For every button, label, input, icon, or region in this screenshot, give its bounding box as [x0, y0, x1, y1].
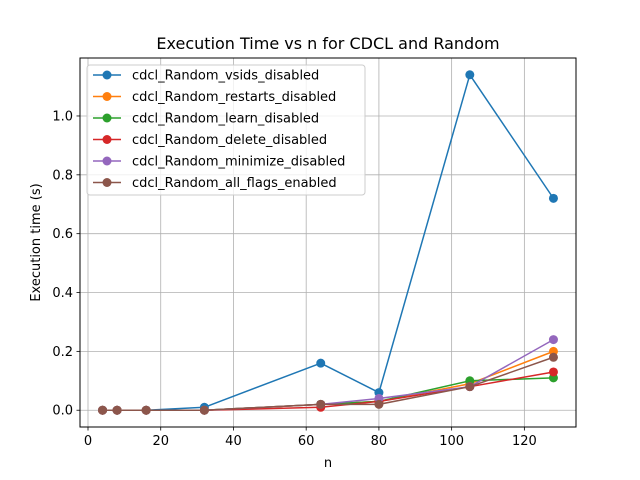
data-point	[112, 405, 122, 415]
x-tick-label: 120	[512, 434, 537, 449]
series-line	[102, 377, 554, 411]
data-point	[465, 382, 475, 392]
series-cdcl_Random_all_flags_enabled	[98, 352, 558, 415]
legend-label: cdcl_Random_all_flags_enabled	[132, 176, 337, 191]
legend-swatch-marker	[102, 113, 112, 123]
y-tick-label: 0.2	[52, 345, 73, 360]
legend-label: cdcl_Random_restarts_disabled	[132, 90, 336, 105]
x-axis: 0 20 40 60 80 100 120	[84, 427, 537, 449]
y-axis: 0.0 0.2 0.4 0.6 0.8 1.0	[52, 109, 80, 419]
legend-swatch-marker	[102, 156, 112, 166]
x-tick-label: 60	[298, 434, 315, 449]
x-tick-label: 100	[439, 434, 464, 449]
series-layer	[98, 70, 558, 415]
data-point	[199, 405, 209, 415]
data-point	[548, 352, 558, 362]
legend-swatch-marker	[102, 92, 112, 101]
data-point	[316, 358, 326, 368]
y-tick-label: 0.4	[52, 286, 73, 301]
legend-swatch-marker	[102, 70, 112, 80]
chart-title: Execution Time vs n for CDCL and Random	[156, 34, 499, 53]
legend-item: cdcl_Random_all_flags_enabled	[93, 176, 337, 191]
x-tick-label: 0	[84, 434, 92, 449]
y-tick-label: 0.8	[52, 168, 73, 183]
data-point	[141, 405, 151, 415]
data-point	[548, 335, 558, 345]
series-cdcl_Random_minimize_disabled	[98, 335, 558, 415]
data-point	[548, 193, 558, 203]
y-tick-label: 0.0	[52, 404, 73, 419]
legend-item: cdcl_Random_minimize_disabled	[93, 155, 345, 170]
legend-label: cdcl_Random_vsids_disabled	[132, 69, 319, 84]
data-point	[465, 70, 475, 80]
legend-swatch-marker	[102, 178, 112, 187]
y-tick-label: 0.6	[52, 227, 73, 242]
legend-label: cdcl_Random_minimize_disabled	[132, 155, 345, 170]
legend-item: cdcl_Random_vsids_disabled	[93, 69, 319, 84]
legend-label: cdcl_Random_delete_disabled	[132, 133, 327, 148]
y-axis-label: Execution time (s)	[29, 183, 44, 301]
legend-item: cdcl_Random_learn_disabled	[93, 112, 319, 127]
y-tick-label: 1.0	[52, 109, 73, 124]
legend-item: cdcl_Random_delete_disabled	[93, 133, 327, 148]
legend: cdcl_Random_vsids_disabled cdcl_Random_re…	[86, 64, 366, 196]
x-tick-label: 20	[152, 434, 169, 449]
series-line	[102, 338, 554, 411]
plot-frame	[79, 57, 577, 428]
data-point	[548, 367, 558, 377]
series-line	[102, 356, 554, 411]
legend-swatch-marker	[102, 135, 112, 144]
legend-item: cdcl_Random_restarts_disabled	[93, 90, 336, 105]
data-point	[374, 399, 384, 409]
x-tick-label: 80	[371, 434, 388, 449]
x-axis-label: n	[324, 456, 332, 471]
legend-label: cdcl_Random_learn_disabled	[132, 112, 319, 127]
legend-frame	[86, 64, 366, 196]
x-tick-label: 40	[225, 434, 242, 449]
data-point	[316, 399, 326, 409]
series-cdcl_Random_delete_disabled	[98, 367, 558, 415]
data-point	[98, 405, 108, 415]
